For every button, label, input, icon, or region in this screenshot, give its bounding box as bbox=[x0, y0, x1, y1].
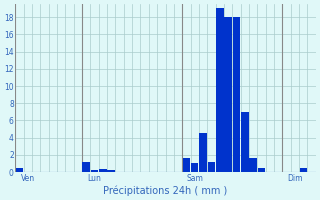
Bar bbox=[224, 17, 232, 172]
Bar bbox=[108, 170, 115, 172]
Bar bbox=[208, 162, 215, 172]
Bar bbox=[191, 163, 198, 172]
Bar bbox=[199, 133, 207, 172]
Bar bbox=[300, 168, 307, 172]
Bar bbox=[183, 158, 190, 172]
Bar bbox=[258, 168, 265, 172]
X-axis label: Précipitations 24h ( mm ): Précipitations 24h ( mm ) bbox=[103, 185, 228, 196]
Bar bbox=[241, 112, 249, 172]
Bar bbox=[233, 17, 240, 172]
Bar bbox=[216, 8, 224, 172]
Bar bbox=[16, 168, 23, 172]
Bar bbox=[83, 162, 90, 172]
Bar bbox=[249, 158, 257, 172]
Bar bbox=[99, 169, 107, 172]
Bar bbox=[91, 170, 98, 172]
